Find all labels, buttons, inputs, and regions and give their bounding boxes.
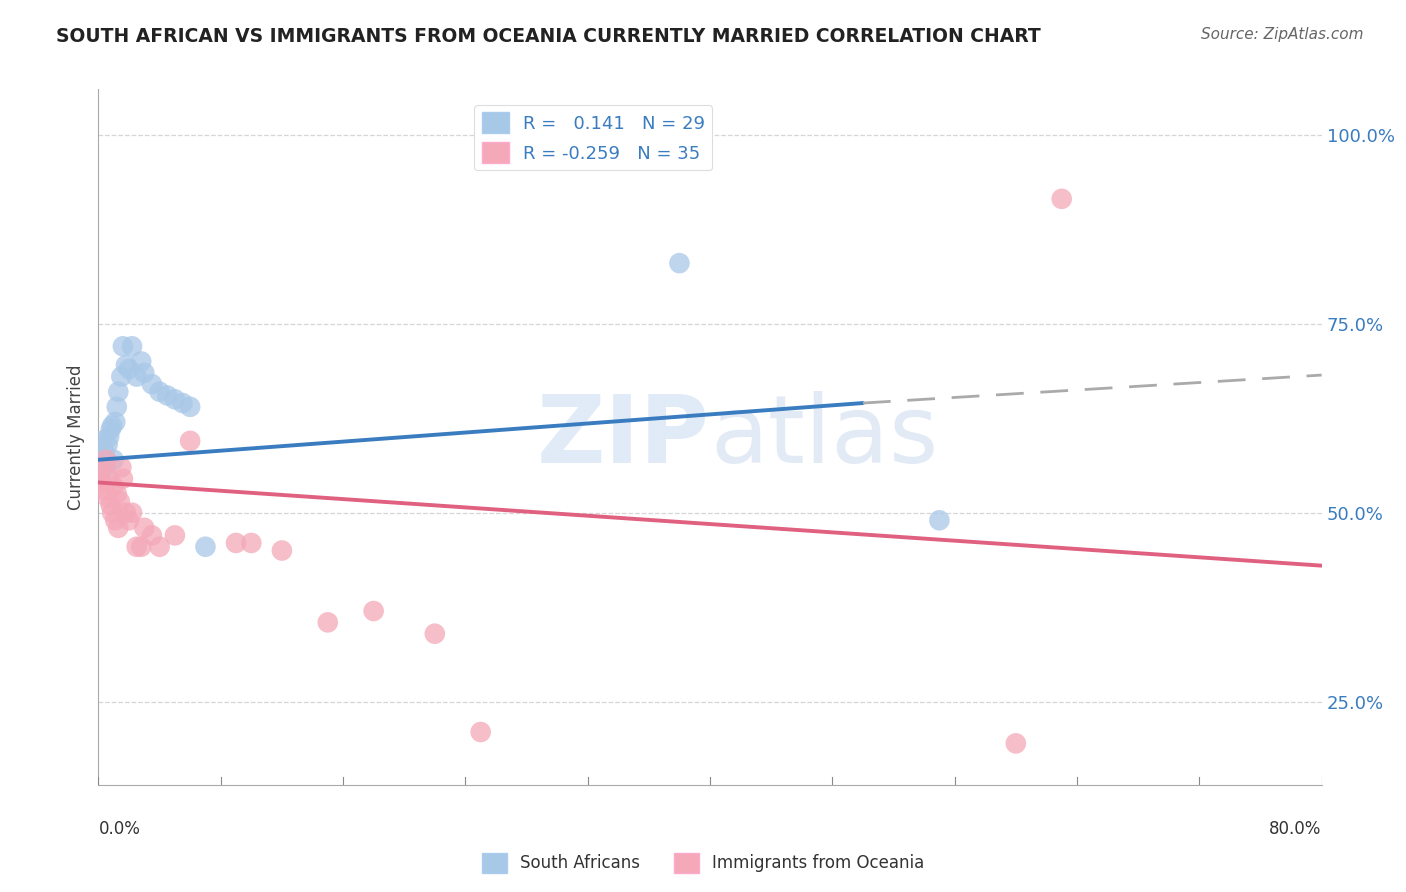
Point [141, 528, 163, 542]
Legend: R =   0.141   N = 29, R = -0.259   N = 35: R = 0.141 N = 29, R = -0.259 N = 35 [474, 105, 713, 170]
Point [90, 434, 112, 448]
Point [115, 506, 138, 520]
Point [125, 540, 148, 554]
Text: SOUTH AFRICAN VS IMMIGRANTS FROM OCEANIA CURRENTLY MARRIED CORRELATION CHART: SOUTH AFRICAN VS IMMIGRANTS FROM OCEANIA… [56, 27, 1040, 45]
Point [93, 445, 115, 459]
Point [111, 472, 134, 486]
Point [928, 513, 950, 527]
Point [129, 354, 152, 368]
Point [423, 626, 446, 640]
Point [104, 513, 127, 527]
Point [100, 498, 122, 512]
Point [94, 452, 117, 467]
Point [225, 536, 247, 550]
Point [125, 369, 148, 384]
Point [94, 460, 117, 475]
Text: atlas: atlas [710, 391, 938, 483]
Point [141, 377, 163, 392]
Point [103, 452, 125, 467]
Point [93, 483, 115, 497]
Point [107, 521, 129, 535]
Point [129, 540, 152, 554]
Point [270, 543, 292, 558]
Point [134, 366, 156, 380]
Point [98, 430, 121, 444]
Point [163, 528, 186, 542]
Point [104, 415, 127, 429]
Point [118, 362, 141, 376]
Point [163, 392, 186, 407]
Point [111, 339, 134, 353]
Point [105, 400, 128, 414]
Point [172, 396, 194, 410]
Point [149, 540, 172, 554]
Point [149, 384, 172, 399]
Point [97, 437, 120, 451]
Legend: South Africans, Immigrants from Oceania: South Africans, Immigrants from Oceania [475, 847, 931, 880]
Point [110, 369, 132, 384]
Point [1004, 736, 1026, 750]
Point [121, 506, 143, 520]
Text: Source: ZipAtlas.com: Source: ZipAtlas.com [1201, 27, 1364, 42]
Point [103, 479, 125, 493]
Point [107, 384, 129, 399]
Text: 80.0%: 80.0% [1270, 821, 1322, 838]
Point [90, 475, 112, 490]
Point [121, 339, 143, 353]
Point [105, 487, 128, 501]
Point [98, 472, 121, 486]
Point [89, 472, 111, 486]
Point [108, 494, 131, 508]
Point [1050, 192, 1073, 206]
Point [97, 491, 120, 505]
Point [179, 434, 201, 448]
Point [100, 423, 122, 437]
Point [110, 460, 132, 475]
Point [118, 513, 141, 527]
Point [91, 460, 114, 475]
Y-axis label: Currently Married: Currently Married [66, 364, 84, 510]
Point [316, 615, 339, 630]
Point [470, 725, 492, 739]
Point [240, 536, 263, 550]
Point [101, 506, 124, 520]
Point [91, 449, 114, 463]
Point [363, 604, 385, 618]
Point [115, 358, 138, 372]
Point [156, 388, 179, 402]
Point [668, 256, 690, 270]
Text: 0.0%: 0.0% [98, 821, 141, 838]
Point [179, 400, 201, 414]
Point [101, 418, 124, 433]
Point [134, 521, 156, 535]
Text: ZIP: ZIP [537, 391, 710, 483]
Point [194, 540, 217, 554]
